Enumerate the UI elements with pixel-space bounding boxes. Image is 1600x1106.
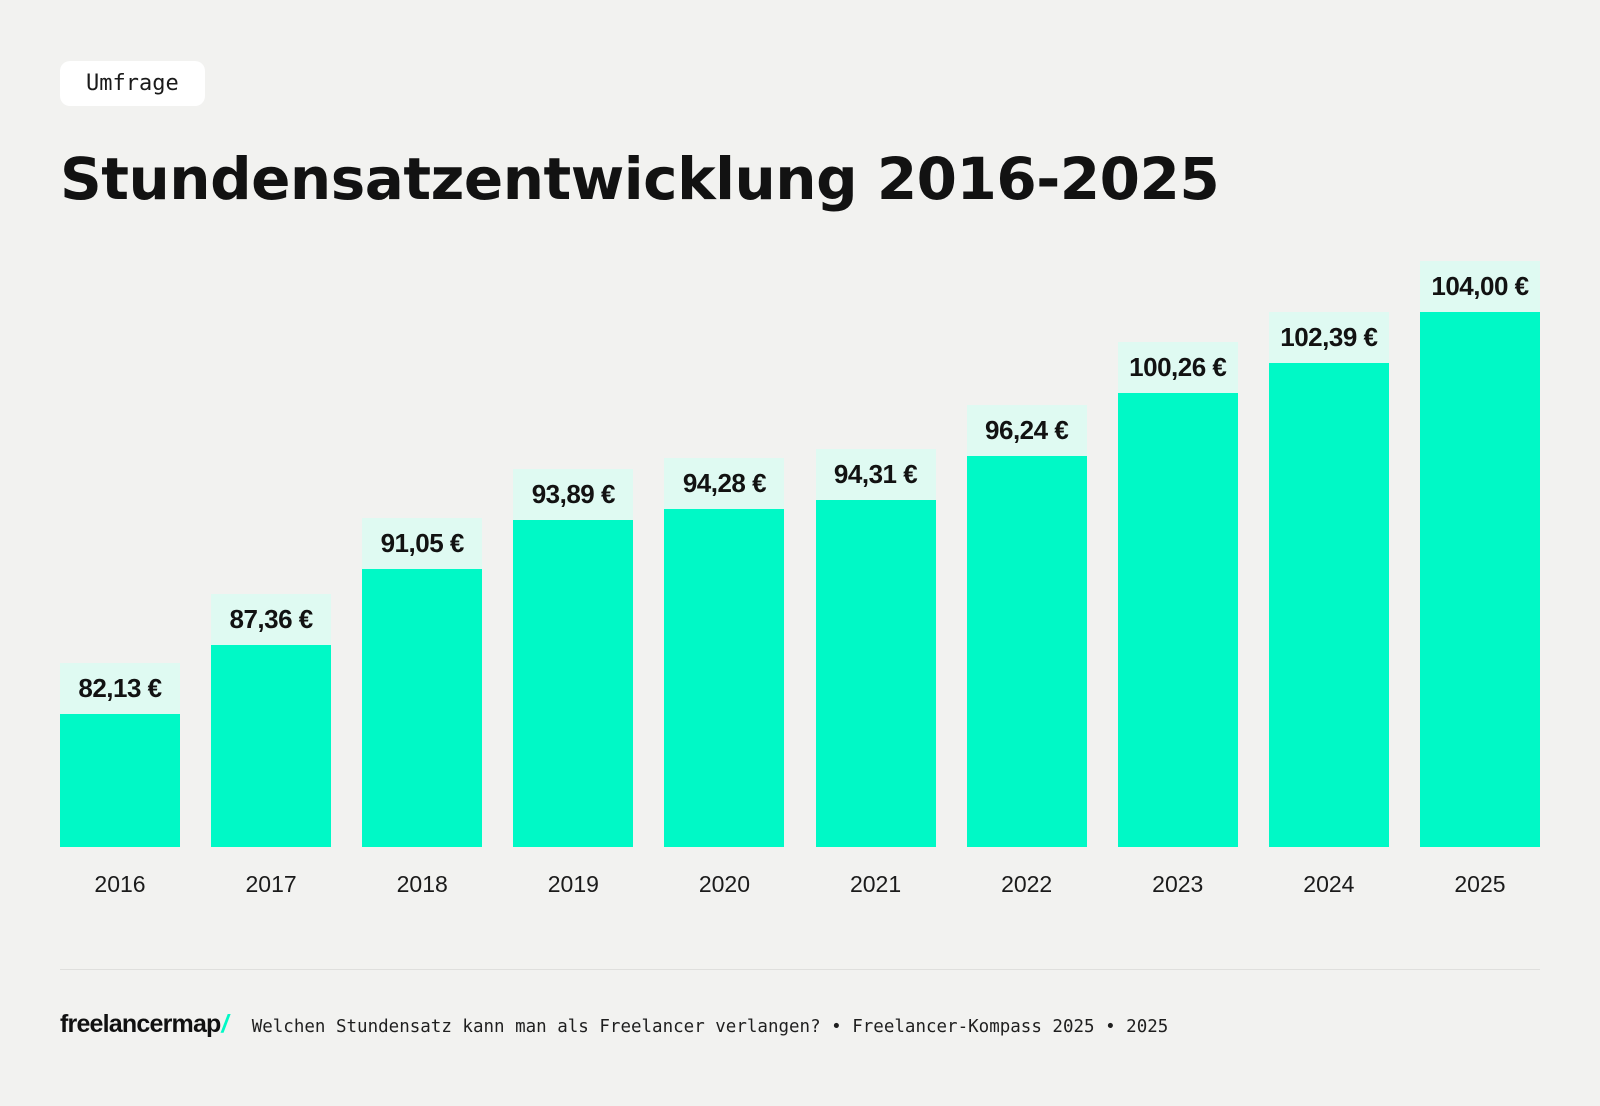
bar-column-2022: 96,24 €: [966, 404, 1087, 847]
bar: [966, 455, 1087, 847]
x-tick-label: 2025: [1454, 870, 1506, 897]
bar-column-2025: 104,00 €: [1419, 260, 1540, 847]
x-tick-label: 2018: [396, 870, 448, 897]
x-tick-label: 2023: [1152, 870, 1204, 897]
hourly-rate-bar-chart: 82,13 € 87,36 € 91,05 € 93,89 € 94,28 € 94,31…: [60, 260, 1540, 899]
x-tick-label: 2017: [245, 870, 297, 897]
bar-column-2017: 87,36 €: [211, 593, 332, 847]
bar: [815, 499, 936, 847]
freelancermap-logo: freelancermap/: [60, 1009, 229, 1039]
bar-value-label: 100,26 €: [1117, 341, 1238, 393]
bar-value-label: 82,13 €: [60, 662, 180, 714]
x-tick-label: 2019: [547, 870, 599, 897]
freelancermap-logo-slash: /: [221, 1009, 229, 1038]
bar-value-label: 91,05 €: [362, 517, 483, 569]
bar-value-label: 104,00 €: [1419, 260, 1540, 312]
freelancermap-logo-text: freelancermap: [60, 1009, 221, 1038]
bar: [1419, 311, 1540, 847]
bar: [60, 713, 180, 847]
x-tick-label: 2020: [698, 870, 751, 897]
x-tick-label: 2024: [1303, 870, 1355, 897]
bar-value-label: 96,24 €: [966, 404, 1087, 456]
bar: [1117, 392, 1238, 847]
chart-bars-row: 82,13 € 87,36 € 91,05 € 93,89 € 94,28 € 94,31…: [60, 260, 1540, 847]
bar-value-label: 102,39 €: [1268, 311, 1389, 363]
x-tick-label: 2022: [1001, 870, 1053, 897]
bar-value-label: 94,28 €: [664, 457, 785, 509]
survey-badge-label: Umfrage: [86, 71, 179, 96]
bar-column-2016: 82,13 €: [60, 662, 180, 847]
bar-value-label: 94,31 €: [815, 448, 936, 500]
bar: [664, 508, 785, 847]
bar-value-label: 93,89 €: [513, 468, 634, 520]
source-text: Welchen Stundensatz kann man als Freelan…: [251, 1016, 1169, 1037]
x-tick-label: 2016: [94, 870, 146, 897]
bar-column-2018: 91,05 €: [362, 517, 483, 847]
bar: [1268, 362, 1389, 847]
footer: freelancermap/ Welchen Stundensatz kann …: [60, 1010, 1540, 1039]
bar: [211, 644, 332, 847]
bar-value-label: 87,36 €: [211, 593, 332, 645]
bar-column-2021: 94,31 €: [815, 448, 936, 847]
bar: [513, 519, 634, 847]
bar-column-2024: 102,39 €: [1268, 311, 1389, 847]
page-title: Stundensatzentwicklung 2016-2025: [60, 145, 1220, 213]
x-tick-label: 2021: [849, 870, 902, 897]
bar: [362, 568, 483, 847]
chart-x-axis: 2016 2017 2018 2019 2020 2021 2022 2023 2024 2025: [60, 869, 1540, 899]
bar-column-2020: 94,28 €: [664, 457, 785, 847]
bar-column-2023: 100,26 €: [1117, 341, 1238, 847]
survey-badge: Umfrage: [60, 61, 205, 106]
footer-divider: [60, 968, 1540, 970]
bar-column-2019: 93,89 €: [513, 468, 634, 847]
